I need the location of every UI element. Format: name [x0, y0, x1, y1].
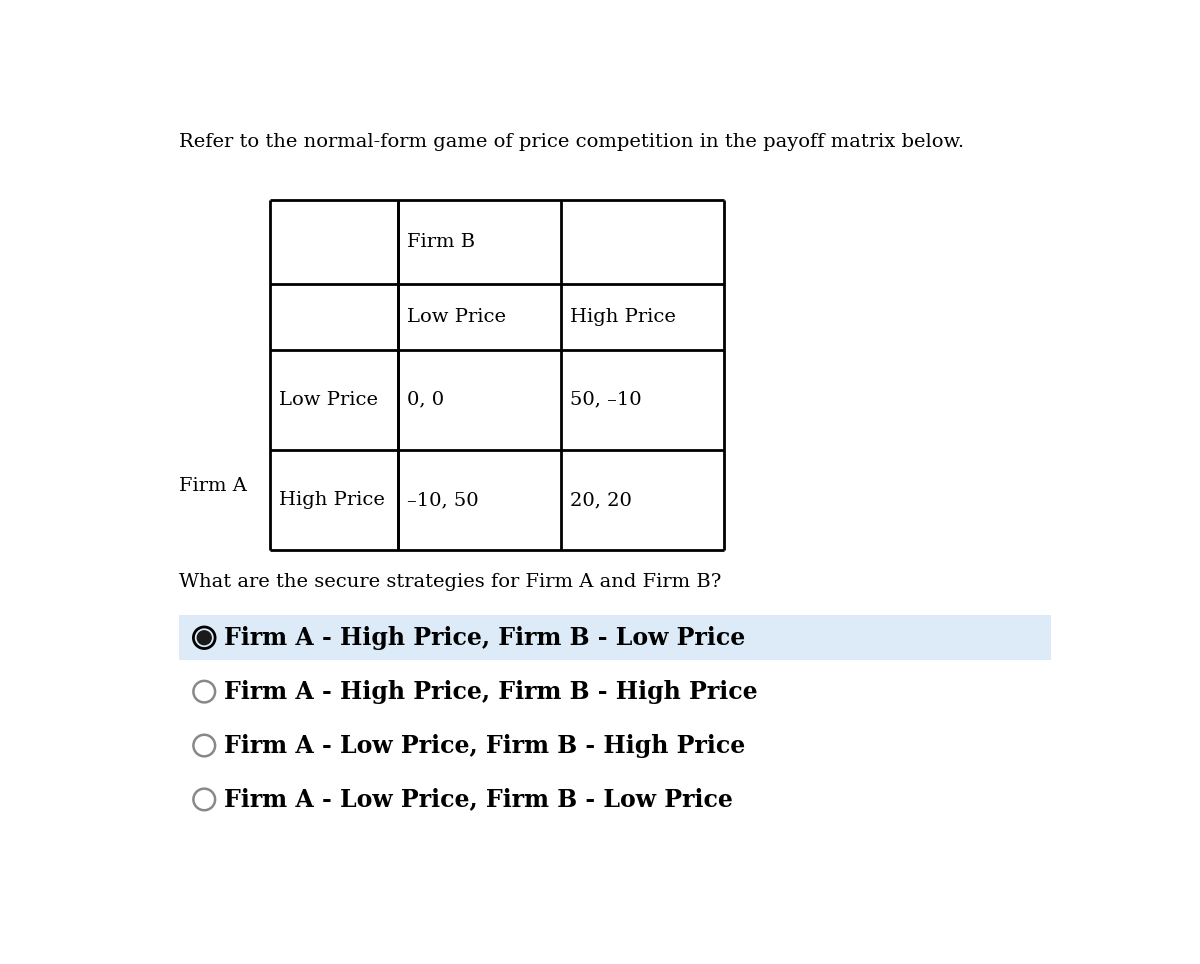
Bar — [180, 777, 1050, 821]
Text: 50, –10: 50, –10 — [570, 390, 642, 409]
Text: Low Price: Low Price — [280, 390, 378, 409]
Text: High Price: High Price — [570, 308, 676, 326]
Text: 0, 0: 0, 0 — [407, 390, 444, 409]
Text: Firm A - Low Price, Firm B - Low Price: Firm A - Low Price, Firm B - Low Price — [224, 788, 733, 812]
Text: Firm A - Low Price, Firm B - High Price: Firm A - Low Price, Firm B - High Price — [224, 734, 745, 758]
Text: What are the secure strategies for Firm A and Firm B?: What are the secure strategies for Firm … — [180, 573, 722, 591]
Text: –10, 50: –10, 50 — [407, 491, 479, 509]
Bar — [180, 615, 1050, 660]
Text: Firm A - High Price, Firm B - High Price: Firm A - High Price, Firm B - High Price — [224, 680, 758, 704]
Text: Firm A: Firm A — [180, 477, 247, 495]
Text: Refer to the normal-form game of price competition in the payoff matrix below.: Refer to the normal-form game of price c… — [180, 133, 965, 150]
Circle shape — [197, 630, 211, 645]
Text: Firm A - High Price, Firm B - Low Price: Firm A - High Price, Firm B - Low Price — [224, 626, 745, 650]
Bar — [180, 669, 1050, 714]
Text: High Price: High Price — [280, 491, 385, 509]
Text: Low Price: Low Price — [407, 308, 506, 326]
Bar — [180, 723, 1050, 768]
Text: 20, 20: 20, 20 — [570, 491, 632, 509]
Text: Firm B: Firm B — [407, 233, 475, 251]
